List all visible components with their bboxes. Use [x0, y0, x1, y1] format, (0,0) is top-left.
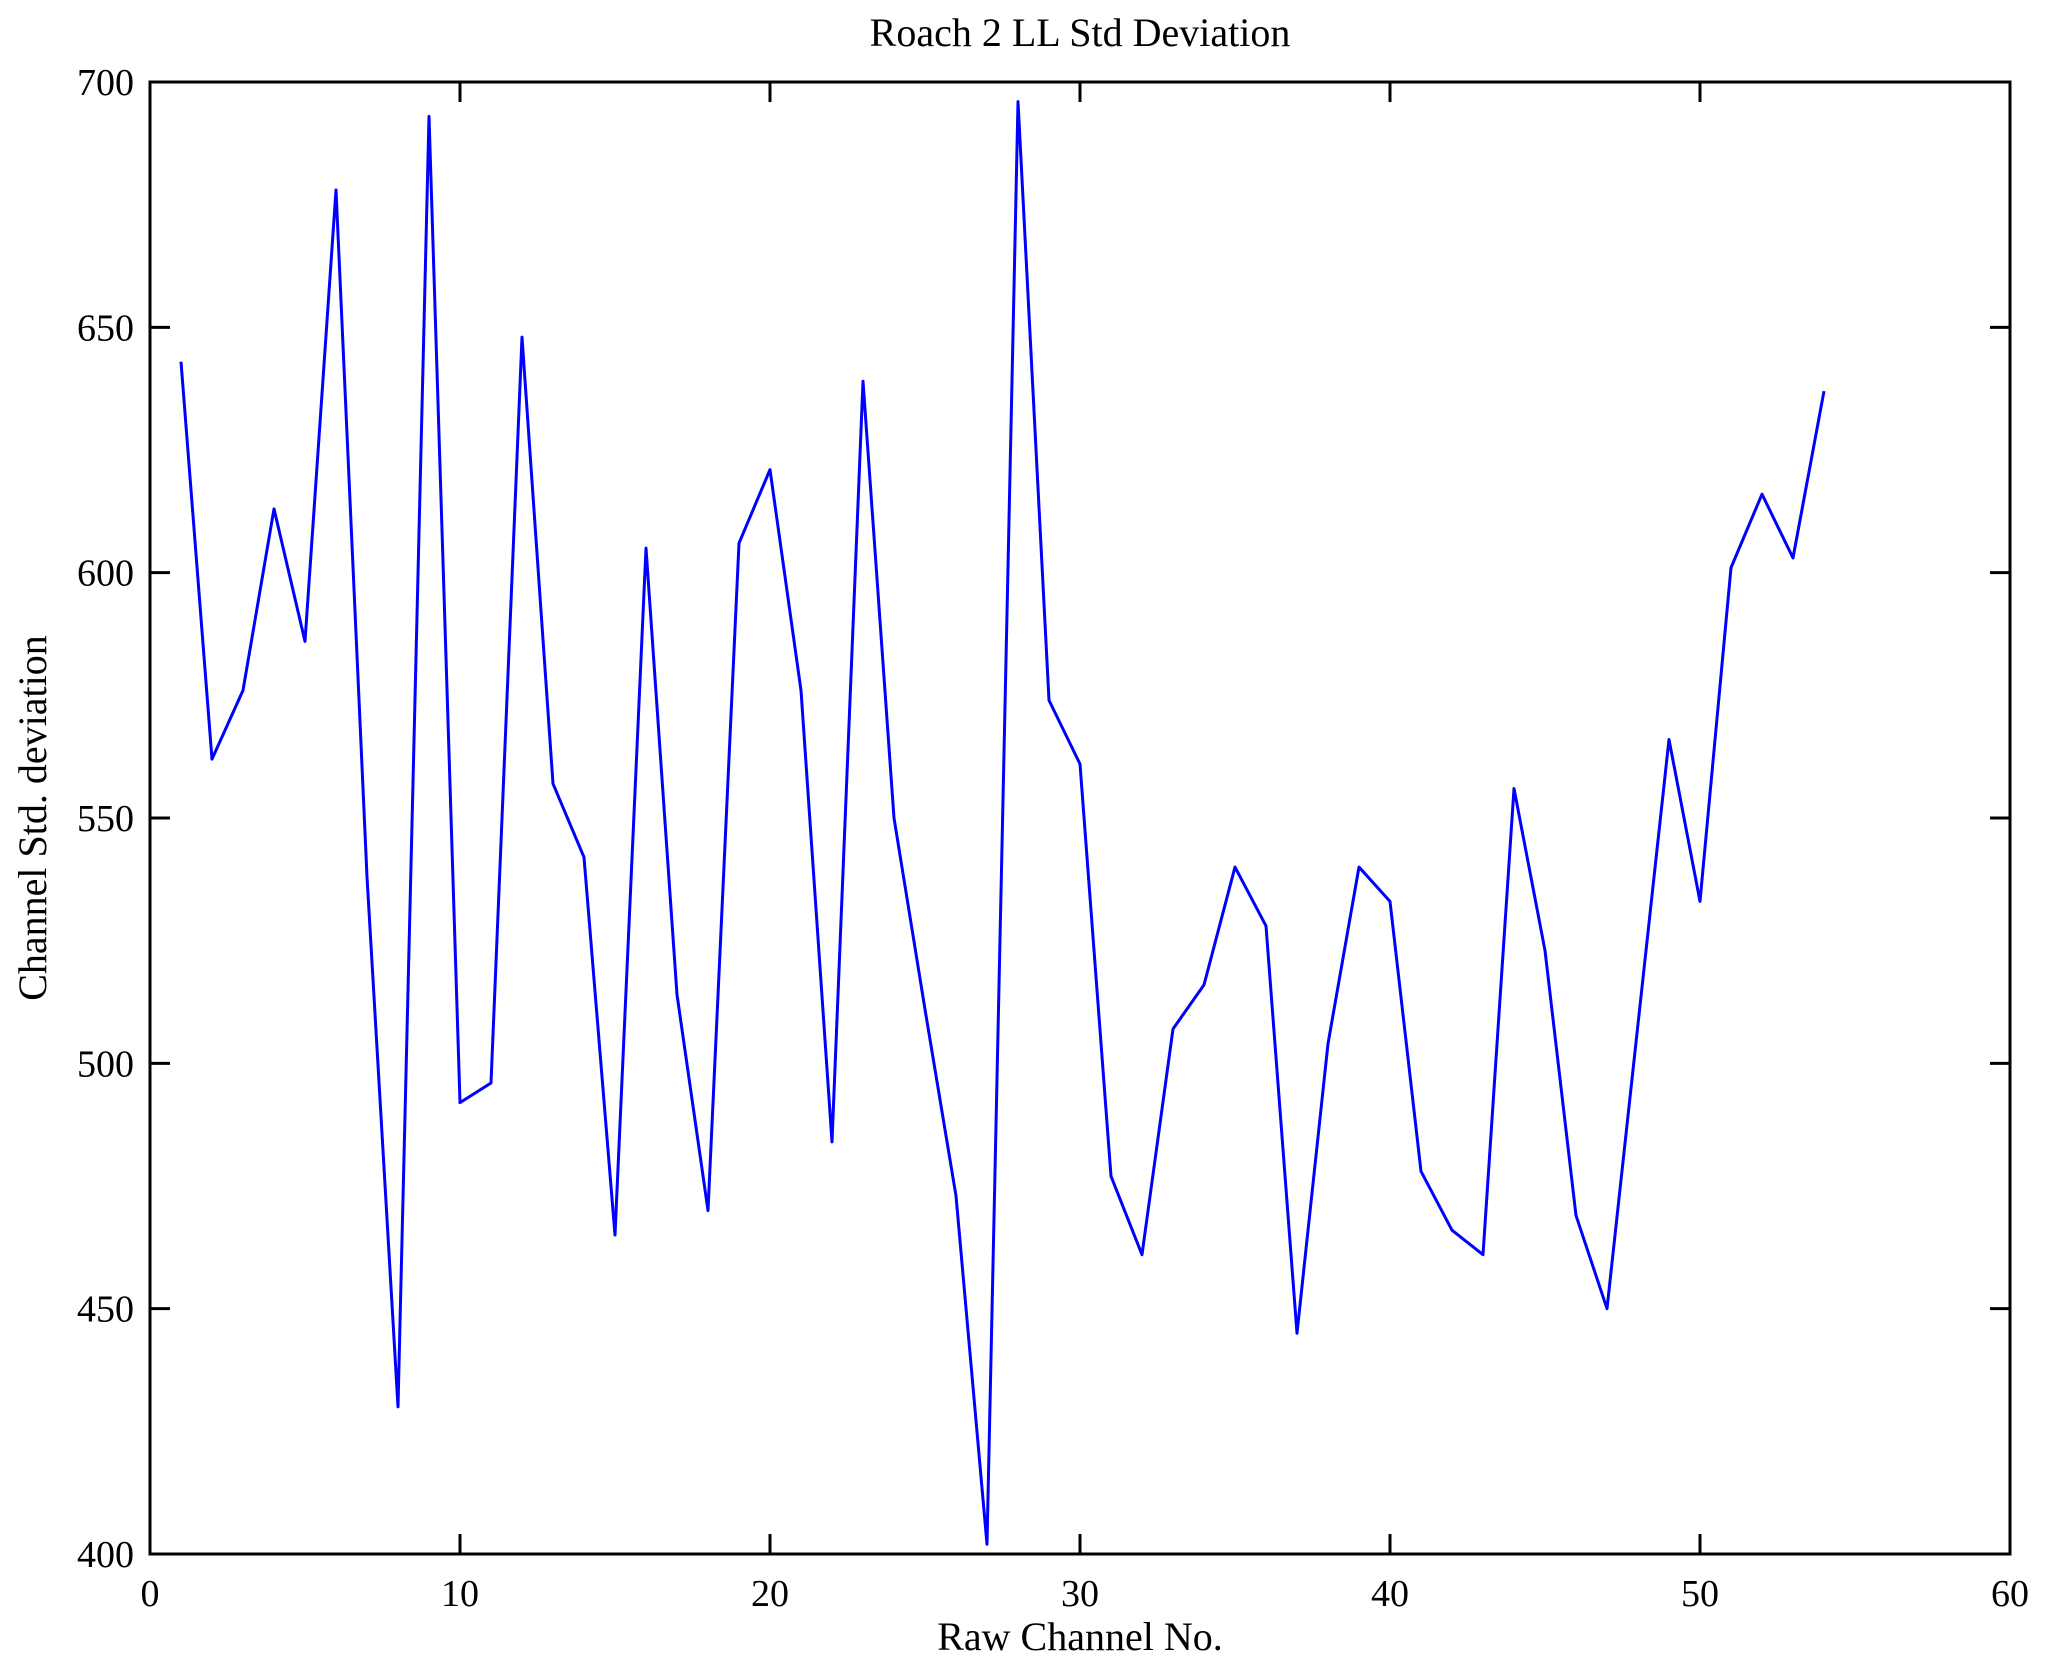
y-tick-label: 500 — [77, 1043, 134, 1085]
x-tick-label: 50 — [1681, 1573, 1719, 1615]
y-tick-label: 700 — [77, 62, 134, 104]
y-tick-label: 600 — [77, 553, 134, 595]
data-series — [179, 100, 1826, 1546]
data-line — [179, 100, 1826, 1546]
y-tick-label: 550 — [77, 798, 134, 840]
plot-box-border — [148, 80, 2012, 1556]
x-tick-label: 30 — [1061, 1573, 1099, 1615]
y-tick-label: 400 — [77, 1534, 134, 1576]
x-tick-label: 20 — [751, 1573, 789, 1615]
tick-labels: 0 10 20 30 40 50 60 400 450 500 550 600 650 700 — [77, 62, 2029, 1615]
y-axis-label: Channel Std. deviation — [10, 635, 55, 1001]
x-tick-label: 0 — [141, 1573, 160, 1615]
plot-box — [148, 80, 2012, 1556]
x-tick-label: 60 — [1991, 1573, 2029, 1615]
axis-ticks — [148, 80, 2012, 1556]
x-tick-label: 10 — [441, 1573, 479, 1615]
chart-title: Roach 2 LL Std Deviation — [870, 10, 1291, 55]
y-tick-label: 450 — [77, 1289, 134, 1331]
y-tick-label: 650 — [77, 307, 134, 349]
x-axis-label: Raw Channel No. — [937, 1614, 1223, 1659]
x-tick-label: 40 — [1371, 1573, 1409, 1615]
